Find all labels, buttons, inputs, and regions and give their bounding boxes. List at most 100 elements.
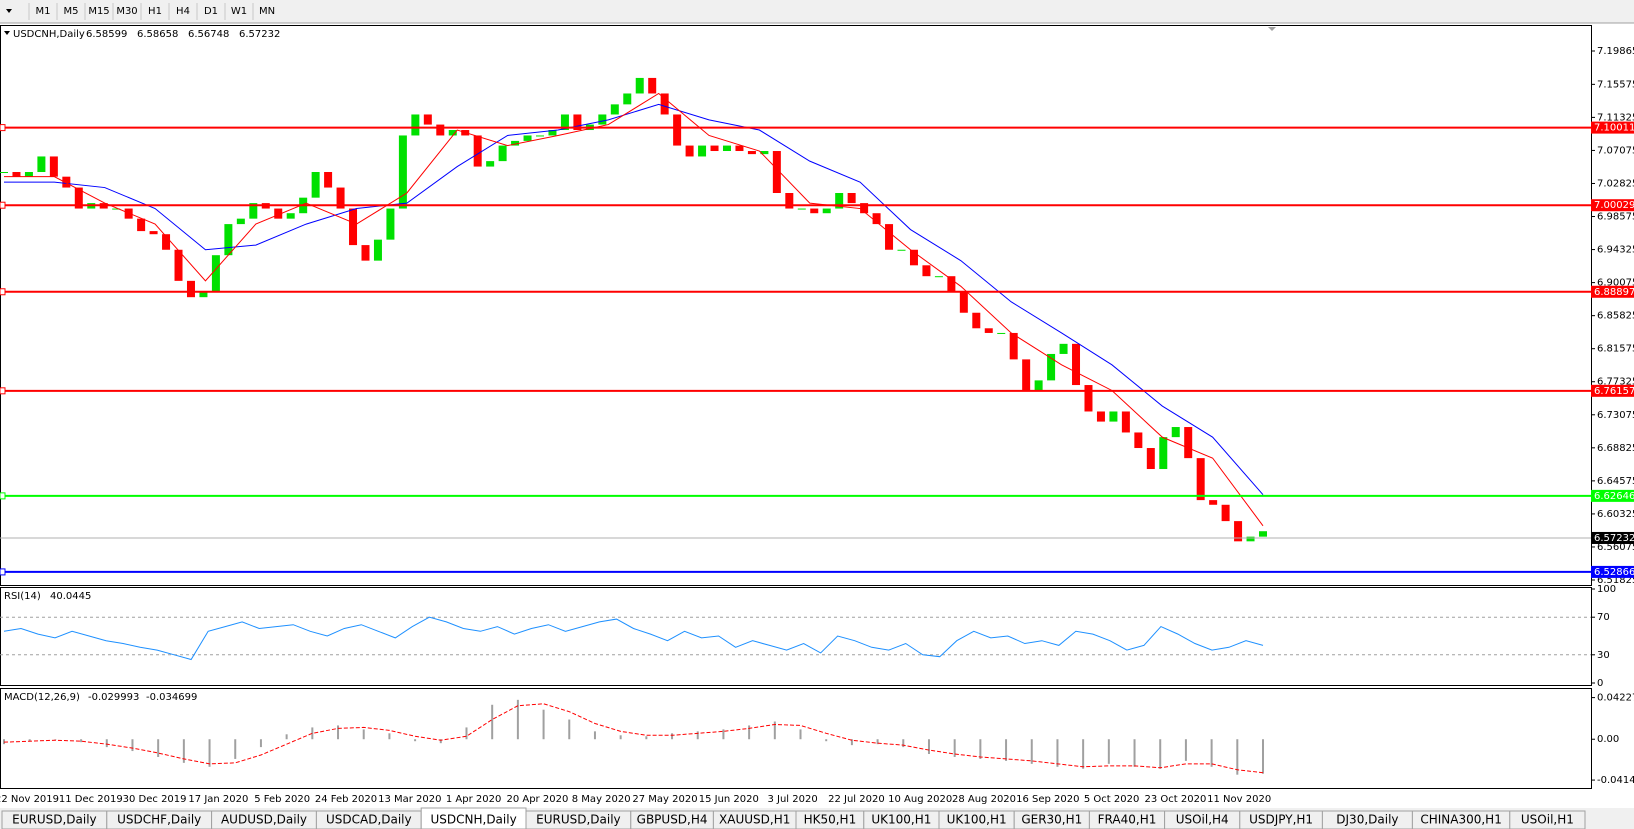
timeframe-button[interactable]: H4 [176,6,190,17]
indicator-readout: -0.034699 [146,692,197,703]
candle [984,328,993,333]
tab[interactable]: UK100,H1 [863,810,940,829]
level-tag [1591,285,1634,298]
x-tick-label: 13 Mar 2020 [378,794,441,805]
tab[interactable]: FRA40,H1 [1088,810,1166,829]
timeframe-button[interactable]: MN [259,6,275,17]
tab[interactable]: XAUUSD,H1 [712,810,797,829]
tab-label[interactable]: EURUSD,Daily [536,813,621,827]
tab-label[interactable]: EURUSD,Daily [12,813,97,827]
tab-label[interactable]: USDCHF,Daily [117,813,201,827]
y-tick-label: -0.04148 [1597,775,1634,786]
candle [722,145,731,152]
macd-bar [311,727,314,740]
candle [885,224,894,250]
tab-label[interactable]: XAUUSD,H1 [719,813,790,827]
tab[interactable]: USDCHF,Daily [106,810,213,829]
macd-bar [362,729,365,740]
tab-label[interactable]: CHINA300,H1 [1420,813,1502,827]
tab[interactable]: USDJPY,H1 [1239,810,1323,829]
tab-label[interactable]: GER30,H1 [1021,813,1082,827]
candle [735,145,744,152]
y-tick-label: 6.81575 [1597,344,1634,355]
macd-bar [28,739,31,742]
tab[interactable]: DJ30,Daily [1321,810,1413,829]
tab-label[interactable]: USOil,H4 [1176,813,1229,827]
timeframe-button[interactable]: M30 [116,6,137,17]
timeframe-button[interactable]: D1 [204,6,218,17]
timeframe-button[interactable]: H1 [148,6,162,17]
candle [710,145,719,152]
ohlc-value: 6.57232 [239,29,280,40]
header-arrow [4,31,10,35]
candle [1109,411,1118,422]
y-tick-label: 30 [1597,650,1610,661]
tab-label[interactable]: DJ30,Daily [1336,813,1398,827]
tab[interactable]: GBPUSD,H4 [630,810,714,829]
candle [1034,380,1043,391]
tab-label[interactable]: AUDUSD,Daily [221,813,307,827]
y-tick-label: 6.98575 [1597,212,1634,223]
tab-label[interactable]: FRA40,H1 [1098,813,1157,827]
tab[interactable]: EURUSD,Daily [1,810,108,829]
candle [972,312,981,329]
candle [361,245,370,261]
tab-label[interactable]: UK100,H1 [871,813,931,827]
candle [311,172,320,198]
timeframe-button[interactable]: W1 [231,6,247,17]
tab-label[interactable]: USOil,H1 [1521,813,1574,827]
tab[interactable]: USOil,H4 [1164,810,1241,829]
level-tag [1591,384,1634,397]
candle [236,218,245,225]
indicator-title: MACD(12,26,9) [4,692,80,703]
macd-bar [722,729,725,740]
candle [934,276,943,278]
current-price-label: 6.57232 [1594,533,1634,544]
macd-bar [825,739,828,742]
macd-bar [1056,739,1059,767]
candle [536,135,545,137]
tab-label[interactable]: USDCAD,Daily [326,813,412,827]
tab[interactable]: EURUSD,Daily [525,810,632,829]
macd-bar [337,725,340,740]
tab[interactable]: UK100,H1 [938,810,1015,829]
candle [648,77,657,94]
current-price-tag [1591,531,1634,544]
macd-bar [54,739,57,740]
timeframe-button[interactable]: M15 [88,6,109,17]
timeframe-button[interactable]: M1 [36,6,51,17]
tab-label[interactable]: HK50,H1 [804,813,857,827]
candle [249,203,258,219]
candle [1184,427,1193,459]
candle [149,231,158,235]
candle [0,172,8,174]
panel [0,688,1592,789]
toolbar-dropdown[interactable] [6,9,12,13]
candle [573,114,582,131]
candle [947,276,956,292]
tab[interactable]: USOil,H1 [1509,810,1586,829]
macd-bar [850,739,853,746]
candle [1084,385,1093,412]
timeframe-button[interactable]: M5 [64,6,79,17]
tab[interactable]: USDCNH,Daily [420,807,527,829]
tab[interactable]: AUDUSD,Daily [211,810,317,829]
macd-bar [619,735,622,740]
indicator-title: RSI(14) [4,591,41,602]
tab[interactable]: GER30,H1 [1013,810,1090,829]
tab-label[interactable]: GBPUSD,H4 [637,813,708,827]
tab-label[interactable]: USDJPY,H1 [1249,813,1313,827]
candle [598,114,607,125]
level-tag [1591,489,1634,502]
tab-label[interactable]: UK100,H1 [947,813,1007,827]
macd-bar [1005,739,1008,761]
macd-bar [1210,739,1213,767]
tab[interactable]: USDCAD,Daily [315,810,422,829]
tab[interactable]: HK50,H1 [795,810,865,829]
macd-bar [568,719,571,740]
tab-label[interactable]: USDCNH,Daily [430,813,516,827]
candle [822,208,831,214]
candle [698,145,707,157]
candle [162,234,171,250]
tab[interactable]: CHINA300,H1 [1411,810,1511,829]
